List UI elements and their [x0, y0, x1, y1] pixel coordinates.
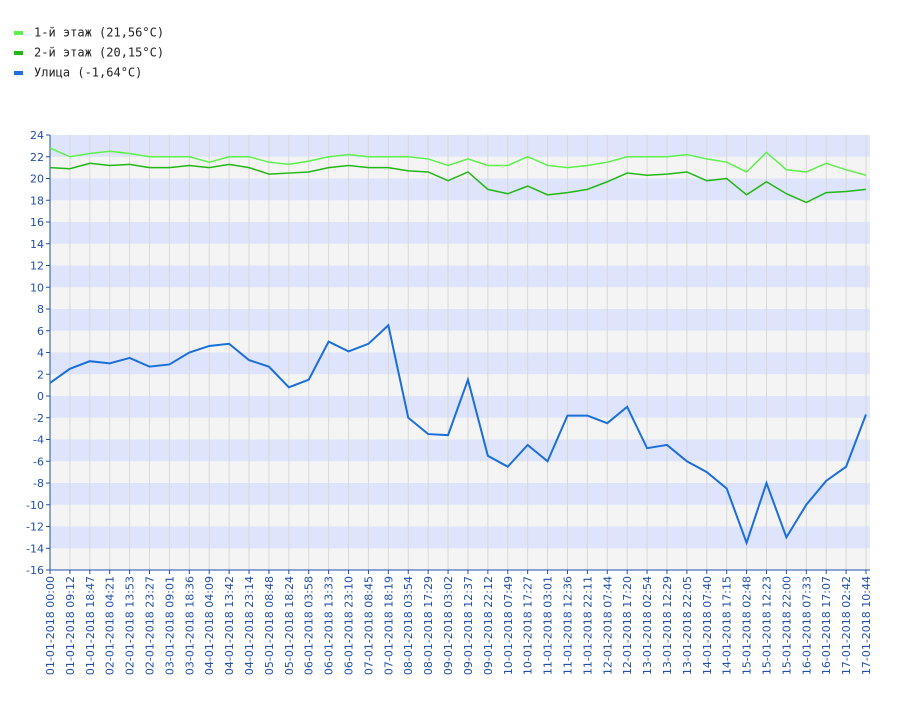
- x-tick-label: 06-01-2018 23:10: [343, 576, 356, 675]
- grid-band: [50, 417, 870, 440]
- y-tick-label: 14: [30, 238, 44, 251]
- y-tick-label: 24: [30, 129, 44, 142]
- y-tick-label: -2: [33, 412, 44, 425]
- x-tick-label: 05-01-2018 18:24: [283, 576, 296, 675]
- x-tick-label: 14-01-2018 07:40: [701, 576, 714, 675]
- y-tick-label: -8: [33, 477, 44, 490]
- y-tick-label: 18: [30, 194, 44, 207]
- grid-band: [50, 265, 870, 288]
- y-tick-label: 8: [37, 303, 44, 316]
- grid-band: [50, 243, 870, 266]
- grid-band: [50, 548, 870, 570]
- x-tick-label: 14-01-2018 17:15: [721, 576, 734, 675]
- grid-band: [50, 156, 870, 179]
- x-tick-label: 12-01-2018 17:20: [621, 576, 634, 675]
- series-line: [49, 147, 867, 176]
- grid-band: [50, 352, 870, 375]
- grid-band: [50, 287, 870, 309]
- legend-label: 1-й этаж (21,56°C): [34, 26, 164, 40]
- series-line: [49, 162, 867, 204]
- legend: 1-й этаж (21,56°C) 2-й этаж (20,15°C) Улиц…: [14, 26, 164, 80]
- legend-swatch: [14, 31, 23, 35]
- y-tick-label: 22: [30, 151, 44, 164]
- x-tick-label: 01-01-2018 00:00: [44, 576, 57, 675]
- legend-label: Улица (-1,64°C): [34, 66, 142, 80]
- x-tick-label: 01-01-2018 18:47: [84, 576, 97, 675]
- x-tick-label: 08-01-2018 03:54: [402, 576, 415, 675]
- x-tick-label: 07-01-2018 08:45: [362, 576, 375, 675]
- x-tick-label: 06-01-2018 03:58: [303, 576, 316, 675]
- x-tick-label: 15-01-2018 22:00: [780, 576, 793, 675]
- x-tick-label: 16-01-2018 07:33: [800, 576, 813, 675]
- x-tick-label: 10-01-2018 17:27: [522, 576, 535, 675]
- x-tick-label: 08-01-2018 17:29: [422, 576, 435, 675]
- y-tick-label: 0: [37, 390, 44, 403]
- legend-label: 2-й этаж (20,15°C): [34, 46, 164, 60]
- x-tick-label: 03-01-2018 09:01: [163, 576, 176, 675]
- x-tick-label: 03-01-2018 18:36: [183, 576, 196, 675]
- x-tick-label: 15-01-2018 12:23: [760, 576, 773, 675]
- y-tick-label: 20: [30, 173, 44, 186]
- x-tick-label: 06-01-2018 13:33: [323, 576, 336, 675]
- grid-band: [50, 200, 870, 222]
- x-tick-label: 11-01-2018 12:36: [561, 576, 574, 675]
- y-tick-label: -12: [26, 521, 44, 534]
- y-tick-label: 16: [30, 216, 44, 229]
- y-tick-label: 10: [30, 281, 44, 294]
- grid-band: [50, 461, 870, 483]
- x-tick-label: 13-01-2018 12:29: [661, 576, 674, 675]
- y-tick-label: -4: [33, 434, 44, 447]
- x-tick-label: 15-01-2018 02:48: [741, 576, 754, 675]
- x-tick-label: 01-01-2018 09:12: [64, 576, 77, 675]
- x-tick-label: 16-01-2018 17:07: [820, 576, 833, 675]
- grid-band: [50, 504, 870, 527]
- x-tick-label: 09-01-2018 12:37: [462, 576, 475, 675]
- y-tick-label: 12: [30, 260, 44, 273]
- x-tick-label: 02-01-2018 04:21: [104, 576, 117, 675]
- grid-band: [50, 483, 870, 505]
- grid-band: [50, 309, 870, 331]
- grid-band: [50, 526, 870, 549]
- x-tick-label: 11-01-2018 22:11: [581, 576, 594, 675]
- y-tick-label: 6: [37, 325, 44, 338]
- x-tick-label: 11-01-2018 03:01: [542, 576, 555, 675]
- y-tick-label: 4: [37, 347, 44, 360]
- x-tick-label: 07-01-2018 18:19: [382, 576, 395, 675]
- y-tick-label: -16: [26, 564, 44, 577]
- x-tick-label: 02-01-2018 13:53: [124, 576, 137, 675]
- grid-band: [50, 135, 870, 157]
- x-tick-label: 09-01-2018 22:12: [482, 576, 495, 675]
- y-tick-label: -10: [26, 499, 44, 512]
- y-tick-label: 2: [37, 368, 44, 381]
- grid-band: [50, 222, 870, 244]
- x-tick-label: 13-01-2018 02:54: [641, 576, 654, 675]
- series-line: [49, 323, 867, 546]
- y-tick-label: -6: [33, 455, 44, 468]
- x-tick-label: 02-01-2018 23:27: [144, 576, 157, 675]
- grid-band: [50, 330, 870, 353]
- x-tick-label: 05-01-2018 08:48: [263, 576, 276, 675]
- x-tick-label: 17-01-2018 10:44: [860, 576, 873, 675]
- grid-band: [50, 374, 870, 396]
- x-tick-label: 17-01-2018 02:42: [840, 576, 853, 675]
- x-tick-label: 04-01-2018 04:09: [203, 576, 216, 675]
- grid-band: [50, 178, 870, 201]
- x-tick-label: 04-01-2018 23:14: [243, 576, 256, 675]
- y-tick-label: -14: [26, 542, 44, 555]
- x-tick-label: 13-01-2018 22:05: [681, 576, 694, 675]
- x-tick-label: 10-01-2018 07:49: [502, 576, 515, 675]
- x-tick-label: 09-01-2018 03:02: [442, 576, 455, 675]
- x-tick-label: 04-01-2018 13:42: [223, 576, 236, 675]
- x-tick-label: 12-01-2018 07:44: [601, 576, 614, 675]
- legend-swatch: [14, 71, 23, 75]
- grid-band: [50, 396, 870, 418]
- legend-swatch: [14, 51, 23, 55]
